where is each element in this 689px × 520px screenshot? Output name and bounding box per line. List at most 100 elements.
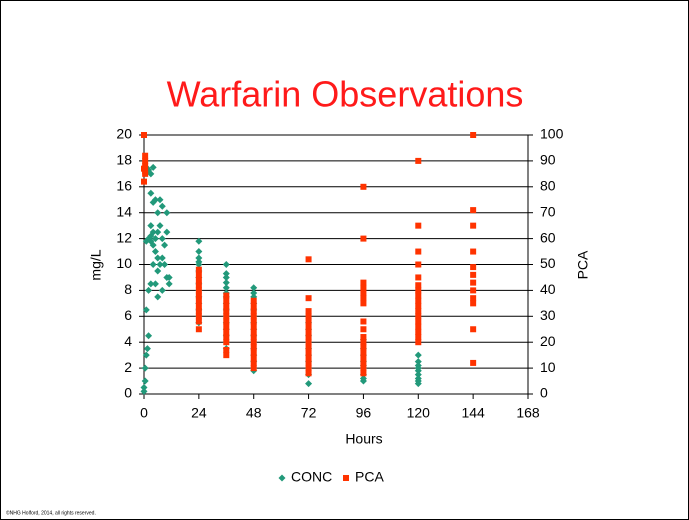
point: [305, 380, 313, 388]
point: [195, 258, 203, 266]
point: [151, 248, 159, 256]
point: [165, 280, 173, 288]
y2-axis-label: PCA: [575, 250, 591, 279]
y2-tick-label: 10: [540, 359, 556, 375]
point: [470, 207, 477, 214]
point: [250, 297, 257, 304]
point: [223, 308, 230, 315]
point: [415, 328, 422, 335]
point: [415, 282, 422, 289]
point: [158, 286, 166, 294]
y-tick-label: 6: [124, 307, 132, 323]
legend-label: PCA: [355, 469, 384, 485]
point: [414, 351, 422, 359]
point: [360, 349, 367, 356]
y2-tick-label: 80: [540, 178, 556, 194]
legend-label: CONC: [291, 469, 332, 485]
point: [141, 178, 147, 185]
point: [142, 152, 149, 159]
point: [250, 318, 257, 325]
point: [158, 202, 166, 210]
point: [195, 237, 203, 245]
point: [415, 292, 422, 299]
point: [154, 267, 162, 275]
point: [142, 351, 150, 359]
footer: ©NHG Holford, 2014, all rights reserved.: [6, 509, 96, 516]
point: [223, 334, 230, 341]
point: [149, 261, 157, 268]
y-tick-label: 12: [116, 229, 132, 245]
point: [305, 328, 312, 335]
point: [143, 345, 151, 353]
point: [470, 359, 477, 366]
point: [360, 279, 367, 286]
y-tick-label: 20: [116, 126, 132, 142]
point: [250, 344, 257, 351]
point: [470, 271, 477, 278]
point: [415, 274, 422, 281]
point: [470, 295, 477, 302]
point: [305, 334, 312, 341]
x-tick-label: 120: [407, 405, 431, 421]
x-tick-label: 0: [140, 405, 148, 421]
point: [154, 293, 162, 301]
point: [223, 352, 230, 359]
y2-tick-label: 70: [540, 203, 556, 219]
point: [360, 284, 367, 291]
point: [195, 282, 202, 289]
x-tick-label: 144: [461, 405, 485, 421]
point: [360, 326, 367, 333]
point: [415, 334, 422, 341]
point: [414, 367, 422, 375]
point: [163, 209, 171, 217]
point: [151, 280, 159, 288]
point: [142, 170, 149, 177]
point: [154, 209, 162, 217]
point: [158, 254, 166, 262]
legend-marker: [343, 475, 349, 481]
point: [415, 308, 422, 315]
point: [222, 279, 230, 287]
point: [145, 332, 153, 340]
point: [195, 254, 203, 262]
point: [470, 326, 477, 333]
point: [222, 284, 230, 292]
point: [195, 271, 202, 278]
point: [305, 354, 312, 361]
point: [250, 328, 257, 335]
point: [223, 339, 230, 346]
point: [250, 313, 257, 320]
point: [470, 248, 477, 255]
point: [145, 286, 153, 294]
point: [360, 359, 367, 366]
point: [415, 287, 422, 294]
point: [250, 289, 258, 297]
point: [195, 266, 202, 273]
point: [360, 370, 367, 377]
point: [156, 261, 164, 268]
y-tick-label: 16: [116, 178, 132, 194]
point: [223, 313, 230, 320]
point: [305, 313, 312, 320]
point: [360, 334, 367, 341]
point: [415, 302, 422, 309]
y-axis-label: mg/L: [88, 249, 104, 280]
point: [305, 323, 312, 330]
y-tick-label: 14: [116, 203, 132, 219]
point: [195, 287, 202, 294]
point: [470, 279, 477, 286]
x-axis-label: Hours: [345, 431, 382, 447]
point: [305, 359, 312, 366]
point: [415, 297, 422, 304]
chart-title: Warfarin Observations: [167, 74, 524, 115]
point: [360, 339, 367, 346]
point: [305, 318, 312, 325]
y2-tick-label: 60: [540, 229, 556, 245]
point: [223, 292, 230, 299]
point: [360, 289, 367, 296]
point: [195, 313, 202, 320]
y-tick-label: 4: [124, 333, 132, 349]
y-tick-label: 18: [116, 152, 132, 168]
point: [195, 277, 202, 284]
point: [470, 264, 477, 271]
